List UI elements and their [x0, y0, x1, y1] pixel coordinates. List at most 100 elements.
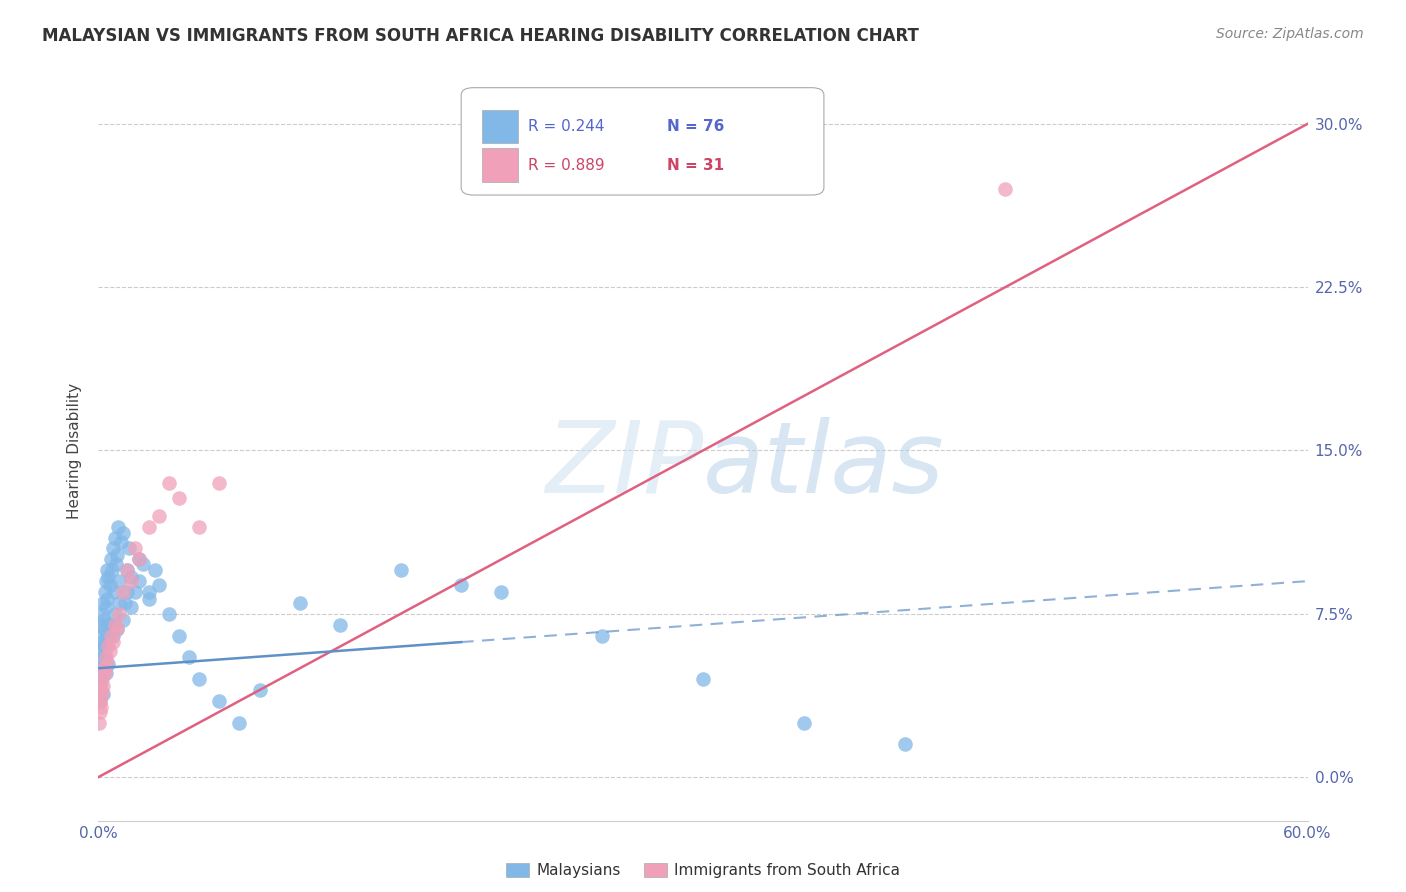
Point — [692, 672, 714, 686]
Point — [91, 650, 114, 665]
Text: N = 31: N = 31 — [666, 158, 724, 173]
Point — [157, 476, 180, 491]
Point — [115, 563, 138, 577]
Point — [93, 640, 115, 654]
Point — [208, 476, 231, 491]
Point — [91, 672, 114, 686]
Point — [94, 640, 117, 654]
Point — [389, 563, 412, 577]
Point — [96, 665, 118, 680]
Point — [94, 585, 117, 599]
Point — [97, 657, 120, 671]
Point — [893, 738, 915, 752]
Bar — [482, 148, 517, 182]
Point — [100, 617, 122, 632]
Point — [103, 607, 125, 621]
Point — [111, 585, 134, 599]
Point — [157, 607, 180, 621]
Point — [96, 563, 118, 577]
Point — [101, 635, 124, 649]
Point — [91, 661, 114, 675]
Point — [179, 650, 201, 665]
Point — [100, 552, 122, 566]
Point — [120, 574, 142, 588]
Point — [208, 694, 231, 708]
Point — [96, 591, 118, 606]
Point — [93, 661, 115, 675]
Point — [89, 694, 111, 708]
Point — [90, 617, 112, 632]
Point — [188, 672, 211, 686]
Point — [97, 640, 120, 654]
Point — [94, 665, 117, 680]
Point — [124, 585, 146, 599]
Point — [89, 679, 111, 693]
Point — [249, 683, 271, 698]
Point — [148, 508, 170, 523]
Point — [90, 644, 112, 658]
Point — [228, 715, 250, 730]
Point — [120, 600, 142, 615]
Point — [111, 613, 134, 627]
Point — [329, 617, 352, 632]
Text: ZIP: ZIP — [544, 417, 703, 514]
Point — [93, 622, 115, 636]
Point — [90, 683, 112, 698]
Point — [96, 628, 118, 642]
Point — [93, 679, 115, 693]
Text: MALAYSIAN VS IMMIGRANTS FROM SOUTH AFRICA HEARING DISABILITY CORRELATION CHART: MALAYSIAN VS IMMIGRANTS FROM SOUTH AFRIC… — [42, 27, 920, 45]
Point — [94, 574, 117, 588]
Point — [104, 557, 127, 571]
Point — [793, 715, 815, 730]
Point — [128, 552, 150, 566]
Legend: Malaysians, Immigrants from South Africa: Malaysians, Immigrants from South Africa — [499, 857, 907, 884]
Point — [288, 596, 311, 610]
Point — [101, 541, 124, 556]
Point — [491, 585, 513, 599]
Point — [100, 628, 122, 642]
Point — [98, 644, 121, 658]
Y-axis label: Hearing Disability: Hearing Disability — [67, 383, 83, 518]
Point — [98, 578, 121, 592]
Bar — [482, 110, 517, 144]
Point — [138, 519, 160, 533]
Point — [138, 591, 160, 606]
Point — [89, 628, 111, 642]
Point — [143, 563, 166, 577]
Point — [101, 628, 124, 642]
Text: R = 0.889: R = 0.889 — [527, 158, 605, 173]
Point — [91, 607, 114, 621]
Point — [120, 570, 142, 584]
Point — [103, 617, 125, 632]
Point — [107, 574, 129, 588]
Point — [118, 541, 141, 556]
Point — [115, 585, 138, 599]
Point — [110, 535, 132, 549]
Point — [96, 657, 118, 671]
Point — [107, 607, 129, 621]
Point — [105, 622, 128, 636]
Point — [96, 600, 118, 615]
Point — [90, 700, 112, 714]
Point — [138, 585, 160, 599]
Point — [103, 531, 125, 545]
Point — [128, 552, 150, 566]
Point — [167, 628, 190, 642]
FancyBboxPatch shape — [461, 87, 824, 195]
Point — [96, 650, 118, 665]
Point — [103, 585, 125, 599]
Point — [132, 557, 155, 571]
Point — [128, 574, 150, 588]
Text: Source: ZipAtlas.com: Source: ZipAtlas.com — [1216, 27, 1364, 41]
Point — [94, 650, 117, 665]
Point — [111, 526, 134, 541]
Point — [591, 628, 613, 642]
Point — [89, 715, 111, 730]
Point — [148, 578, 170, 592]
Point — [93, 613, 115, 627]
Point — [93, 596, 115, 610]
Point — [107, 519, 129, 533]
Text: N = 76: N = 76 — [666, 119, 724, 134]
Point — [89, 694, 111, 708]
Point — [91, 635, 114, 649]
